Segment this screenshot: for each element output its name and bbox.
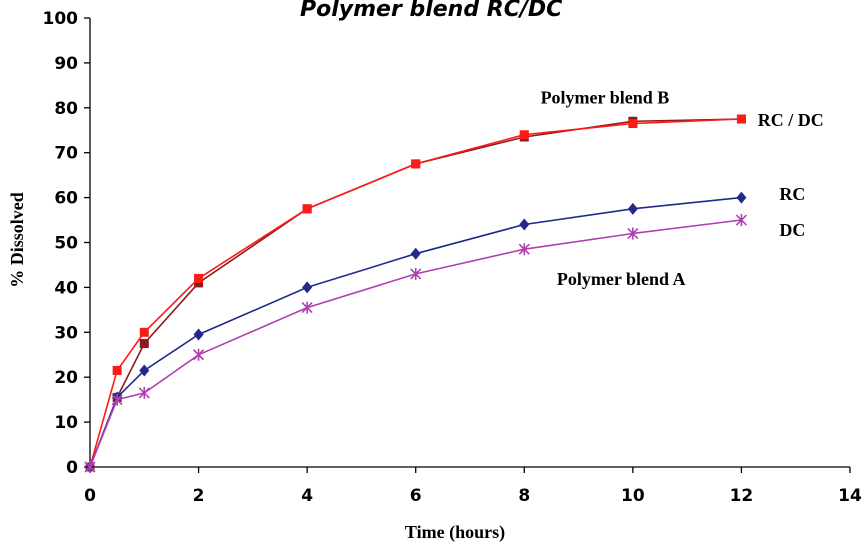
y-tick-label: 80 (54, 99, 78, 119)
y-tick-label: 60 (54, 189, 78, 209)
data-point (518, 243, 530, 256)
y-tick-label: 0 (66, 458, 78, 478)
data-point (139, 339, 149, 349)
series-line (89, 118, 742, 468)
data-point (628, 119, 638, 129)
data-point (193, 328, 204, 341)
annotation-label: RC (779, 184, 805, 204)
series-line (89, 196, 742, 468)
y-tick-label: 30 (54, 323, 78, 343)
data-point (302, 204, 312, 214)
series-line (89, 118, 742, 468)
data-point (736, 191, 747, 204)
data-point (139, 364, 150, 377)
annotation-label: Polymer blend A (557, 269, 686, 289)
y-tick-label: 40 (54, 278, 78, 298)
annotation-label: DC (779, 220, 805, 240)
y-tick-label: 20 (54, 368, 78, 388)
x-tick-label: 12 (730, 486, 754, 506)
x-axis-title: Time (hours) (405, 522, 505, 543)
x-tick-label: 6 (410, 486, 422, 506)
data-point (193, 348, 205, 361)
y-tick-label: 90 (54, 54, 78, 74)
x-tick-label: 10 (621, 486, 645, 506)
data-point (84, 461, 96, 473)
data-point (194, 273, 204, 283)
x-tick-label: 0 (84, 486, 96, 506)
x-tick-label: 2 (193, 486, 205, 506)
data-point (302, 281, 313, 294)
y-axis-title: % Dissolved (7, 192, 27, 288)
y-tick-label: 70 (54, 144, 78, 164)
data-point (519, 218, 530, 231)
series-b_dc (85, 114, 746, 472)
data-point (138, 386, 150, 399)
y-tick-label: 50 (54, 234, 78, 254)
annotation-label: RC / DC (758, 110, 824, 130)
x-tick-label: 8 (518, 486, 530, 506)
data-point (301, 301, 313, 314)
axes: 0 10 20 30 40 50 60 70 80 90 100 0 2 4 6 8 10 12 14 (43, 9, 862, 506)
data-point (410, 267, 422, 280)
x-tick-label: 4 (301, 486, 313, 506)
data-point (627, 202, 638, 215)
annotation-label: Polymer blend B (541, 87, 670, 107)
series-layer (84, 114, 747, 473)
y-tick-label: 10 (54, 413, 78, 433)
series-a_rc (85, 191, 747, 473)
data-point (519, 130, 529, 140)
data-point (735, 214, 747, 227)
data-point (411, 159, 421, 169)
x-tick-label: 14 (838, 486, 862, 506)
data-point (111, 393, 123, 406)
chart-top-title: Polymer blend RC/DC (300, 0, 562, 22)
data-point (139, 327, 149, 337)
y-tick-label: 100 (43, 9, 79, 29)
data-point (627, 227, 639, 240)
data-point (410, 247, 421, 260)
data-point (736, 114, 746, 124)
series-a_dc (84, 214, 747, 473)
annotation-layer: Polymer blend B RC / DC RC DC Polymer blend … (541, 87, 824, 289)
data-point (112, 365, 122, 375)
